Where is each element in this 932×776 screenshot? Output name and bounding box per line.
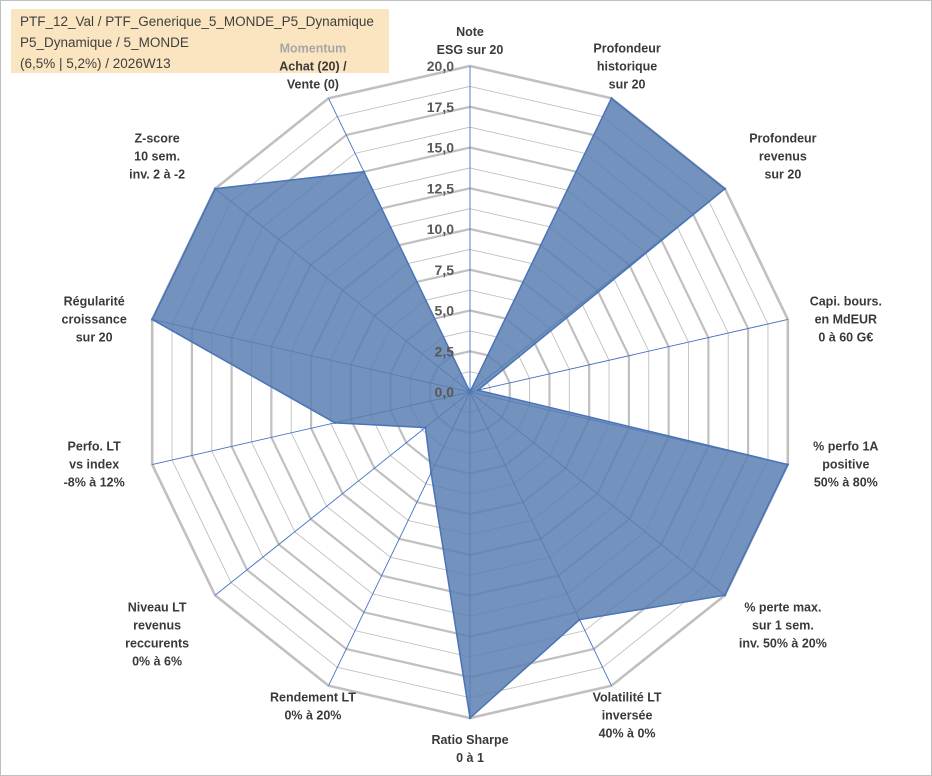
title-line-1: PTF_12_Val / PTF_Generique_5_MONDE_P5_Dy…	[20, 14, 374, 29]
axis-label: Profondeur historique sur 20	[593, 41, 660, 91]
tick-label: 5,0	[435, 303, 455, 319]
tick-label: 10,0	[427, 221, 454, 237]
axis-label: Niveau LT revenus reccurents 0% à 6%	[125, 600, 189, 668]
axis-label: Régularité croissance sur 20	[62, 294, 127, 344]
series-point	[723, 187, 727, 190]
series-point	[468, 390, 472, 394]
series-point	[213, 187, 217, 190]
series-point	[723, 594, 727, 597]
axis-label: Volatilité LT inversée 40% à 0%	[593, 691, 662, 741]
title-line-2: P5_Dynamique / 5_MONDE	[20, 35, 189, 50]
series-point	[150, 318, 154, 321]
axis-label: Rendement LT 0% à 20%	[270, 691, 356, 723]
axis-label: Momentum Achat (20) / Vente (0)	[279, 41, 347, 91]
series-point	[476, 388, 480, 392]
axis-label: Capi. bours. en MdEUR 0 à 60 G€	[810, 294, 882, 344]
axis-label: Profondeur revenus sur 20	[749, 132, 816, 182]
radar-axis-labels: Note ESG sur 20 Profondeur historique sur 20…	[62, 25, 882, 765]
tick-label: 20,0	[427, 58, 454, 74]
radar-spoke	[469, 319, 788, 393]
tick-label: 7,5	[435, 262, 455, 278]
tick-label: 17,5	[427, 99, 454, 115]
series-point	[610, 97, 613, 100]
axis-label: Z-score 10 sem. inv. 2 à -2	[129, 132, 185, 182]
radar-series	[150, 97, 790, 720]
chart-title-box: PTF_12_Val / PTF_Generique_5_MONDE_P5_Dy…	[11, 9, 389, 73]
axis-label: Perfo. LT vs index -8% à 12%	[64, 440, 125, 490]
title-line-3: (6,5% | 5,2%) / 2026W13	[20, 56, 171, 71]
series-point	[786, 463, 790, 466]
series-point	[333, 421, 337, 425]
series-point	[424, 426, 427, 429]
tick-label: 0,0	[435, 384, 455, 400]
tick-label: 12,5	[427, 180, 454, 196]
axis-label: Ratio Sharpe 0 à 1	[431, 733, 508, 765]
series-point	[578, 618, 581, 621]
radar-tick-labels: 0,0 2,5 5,0 7,5 10,0 12,5 15,0 17,5 20,0	[427, 58, 454, 400]
series-point	[429, 471, 433, 474]
series-point	[468, 716, 472, 720]
series-point	[362, 170, 366, 173]
tick-label: 15,0	[427, 140, 454, 156]
axis-label: % perte max. sur 1 sem. inv. 50% à 20%	[739, 600, 827, 650]
tick-label: 2,5	[435, 343, 455, 359]
axis-label: Note ESG sur 20	[437, 25, 504, 57]
axis-label: % perfo 1A positive 50% à 80%	[813, 440, 878, 490]
